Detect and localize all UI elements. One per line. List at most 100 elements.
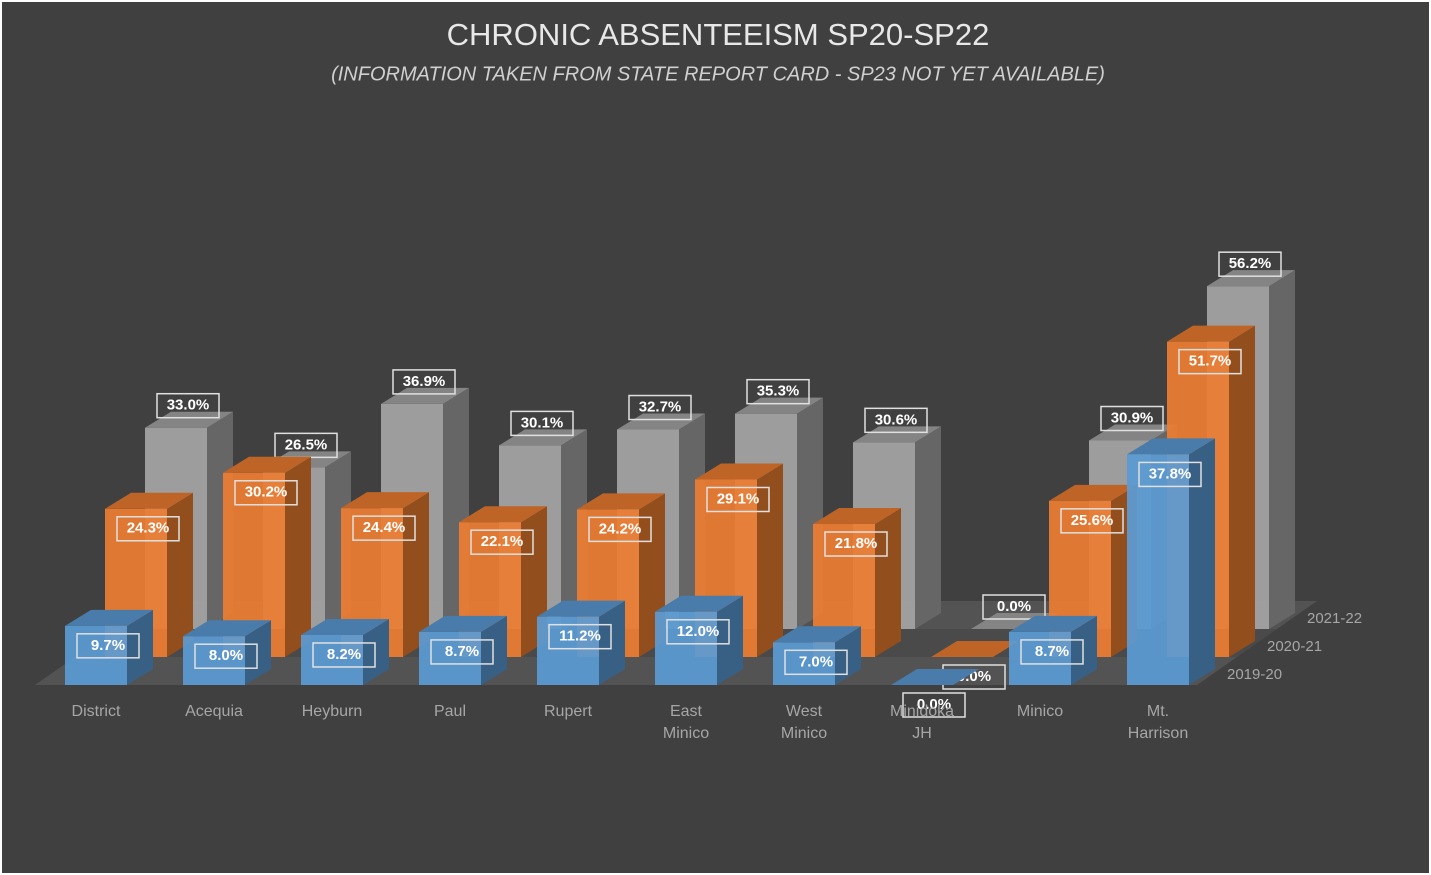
data-label: 26.5% <box>285 436 328 453</box>
bar-side <box>1189 438 1215 685</box>
data-label-box <box>430 639 494 665</box>
bar-top <box>341 492 429 509</box>
data-label-box <box>784 649 848 676</box>
data-label-box <box>510 410 574 437</box>
bar <box>1127 454 1189 685</box>
bar-side <box>363 618 389 685</box>
data-label-box <box>312 642 376 668</box>
data-label-box <box>824 531 888 557</box>
x-tick-label: Heyburn <box>301 703 363 720</box>
data-label: 9.7% <box>91 637 125 654</box>
bar-top <box>105 492 193 509</box>
bar-side <box>875 508 901 657</box>
bar <box>773 642 835 685</box>
data-label: 30.9% <box>1111 409 1154 426</box>
data-label: 11.2% <box>559 628 601 645</box>
bar-top <box>381 387 469 404</box>
data-label: 29.1% <box>717 490 760 507</box>
bar-side <box>167 492 193 657</box>
bar-top <box>223 456 311 473</box>
data-label: 51.7% <box>1189 353 1232 370</box>
data-label-box <box>470 529 534 555</box>
bar-side <box>1229 325 1255 657</box>
x-tick-label: Minico <box>1016 703 1064 720</box>
data-label: 56.2% <box>1229 255 1272 272</box>
bar-top <box>813 508 901 525</box>
x-tick-label: Minidoka JH <box>889 703 955 742</box>
data-label: 8.7% <box>1035 643 1069 660</box>
data-label: 25.6% <box>1071 512 1114 529</box>
data-label: 12.0% <box>677 623 720 640</box>
data-label-box <box>194 643 258 669</box>
chart-subtitle: (INFORMATION TAKEN FROM STATE REPORT CAR… <box>331 63 1105 85</box>
bar-side <box>285 456 311 657</box>
bar <box>537 616 599 685</box>
bar-top <box>1089 424 1177 441</box>
legend-label: 2021-22 <box>1307 610 1362 627</box>
data-label-box <box>76 633 140 659</box>
data-label: 22.1% <box>481 533 524 550</box>
data-label-box <box>666 619 730 645</box>
bar-top <box>1167 325 1255 342</box>
data-label-box <box>902 692 966 718</box>
bar-top <box>577 493 665 510</box>
data-label-box <box>234 480 298 506</box>
data-label-box <box>588 516 652 543</box>
x-tick-label: West Minico <box>780 703 828 742</box>
data-label: 30.2% <box>245 484 288 501</box>
data-label-box <box>982 594 1046 620</box>
x-tick-label: District <box>71 703 121 720</box>
bar-top <box>537 600 625 617</box>
data-label: 8.0% <box>209 647 243 664</box>
x-tick-label: Paul <box>433 703 467 720</box>
bar-top <box>1009 615 1097 632</box>
chart-title: CHRONIC ABSENTEEISM SP20-SP22 <box>447 17 990 52</box>
bar-side <box>1269 270 1295 629</box>
bar-top <box>1127 438 1215 455</box>
data-label: 21.8% <box>835 535 878 552</box>
x-tick-label: Acequia <box>185 703 243 720</box>
legend-label: 2020-21 <box>1267 638 1322 655</box>
data-label: 33.0% <box>167 397 210 414</box>
bar-top <box>931 641 1019 657</box>
bar-top <box>1207 270 1295 287</box>
bar-top <box>65 609 153 626</box>
bar-top <box>891 669 979 685</box>
data-label-box <box>628 394 692 421</box>
data-label: 24.2% <box>599 520 642 537</box>
bar-side <box>481 615 507 685</box>
bar-top <box>419 615 507 632</box>
data-label-box <box>1060 508 1124 534</box>
bar-top <box>301 618 389 635</box>
bar-top <box>655 595 743 612</box>
x-tick-label: East Minico <box>662 703 710 742</box>
bar-top <box>1049 484 1137 501</box>
bar <box>419 631 481 685</box>
bar-side <box>403 492 429 657</box>
data-label-box <box>706 486 770 513</box>
data-label: 37.8% <box>1149 465 1192 482</box>
bar-top <box>695 463 783 480</box>
data-label: 35.3% <box>757 383 800 400</box>
bar-top <box>459 506 547 523</box>
bar-top <box>853 426 941 443</box>
data-label-box <box>392 369 456 395</box>
data-label: 36.9% <box>403 373 446 390</box>
data-label: 32.7% <box>639 398 682 415</box>
bar-top <box>735 397 823 414</box>
data-label: 8.7% <box>445 643 479 660</box>
data-label-box <box>1020 639 1084 665</box>
data-label: 30.1% <box>521 414 564 431</box>
bar-side <box>599 600 625 685</box>
legend-label: 2019-20 <box>1227 666 1282 683</box>
bar <box>655 611 717 685</box>
data-label: 8.2% <box>327 646 361 663</box>
bar-side <box>835 626 861 685</box>
bar-side <box>915 426 941 629</box>
bar-side <box>717 595 743 685</box>
data-label: 30.6% <box>875 411 918 428</box>
data-label: 24.3% <box>127 520 170 537</box>
data-label: 7.0% <box>799 653 833 670</box>
